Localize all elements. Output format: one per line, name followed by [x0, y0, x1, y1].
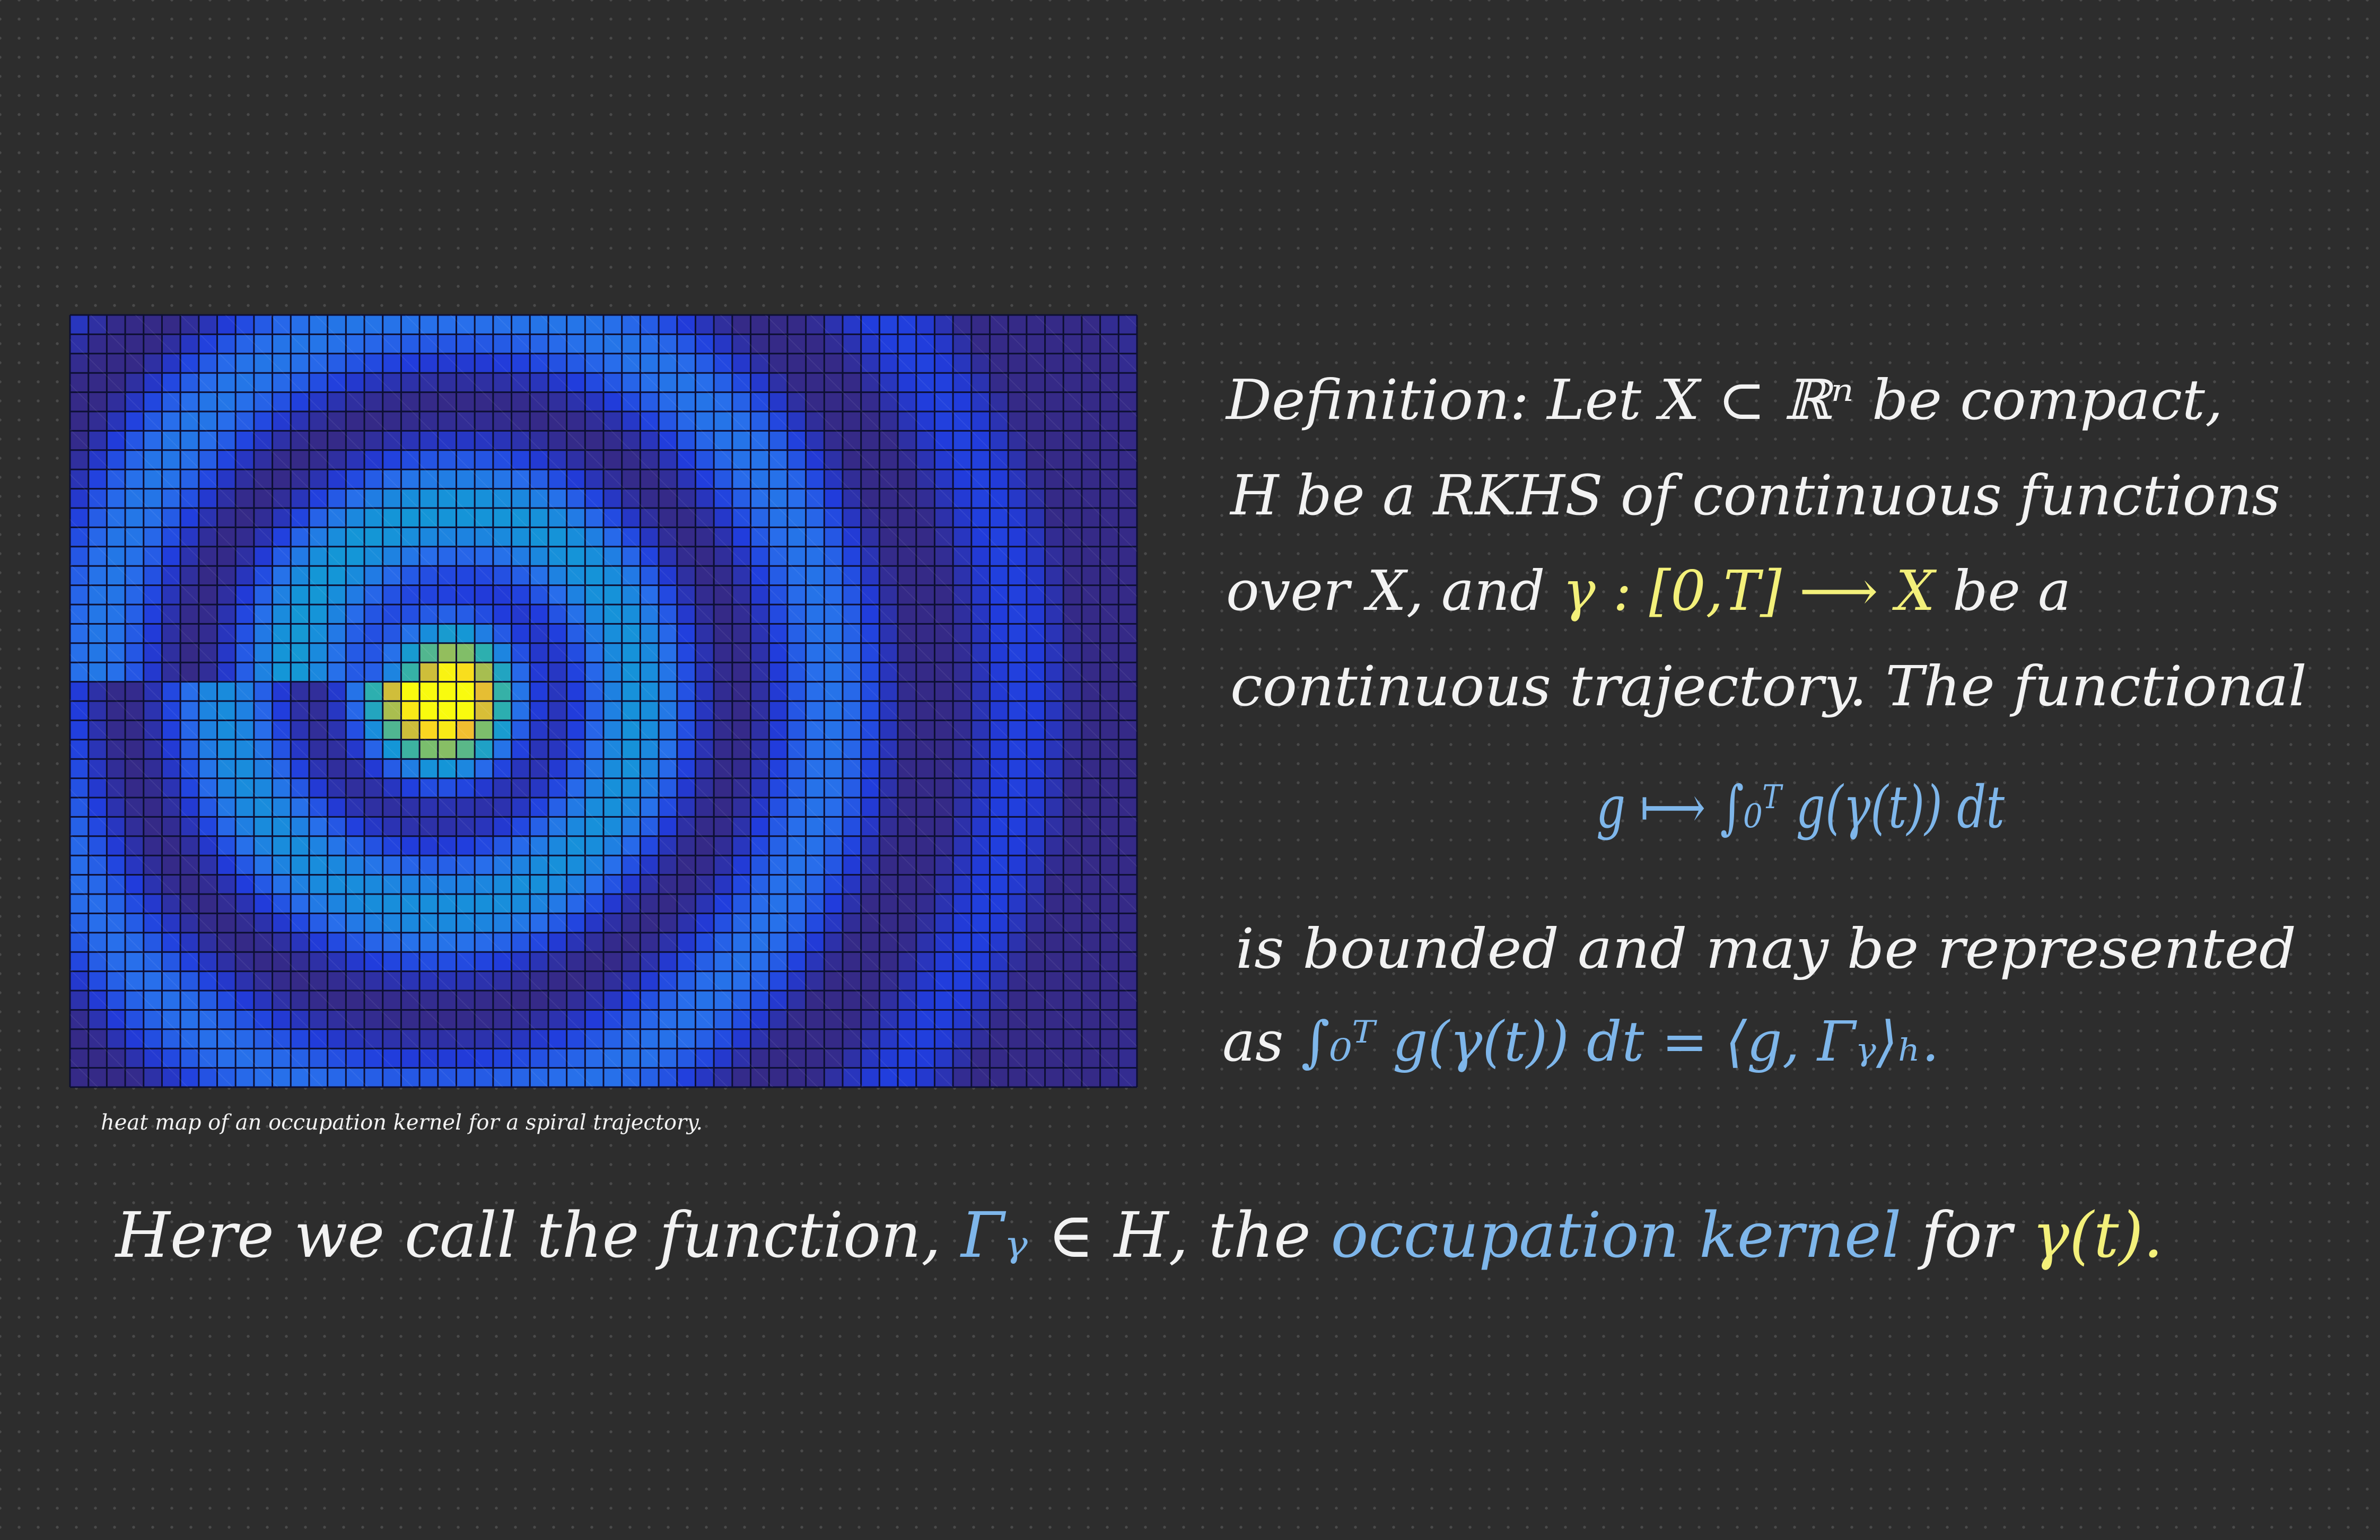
definition-line-3: over X, and γ : [0,T] ⟶ X be a — [1226, 558, 2071, 623]
definition-line-5: is bounded and may be represented — [1236, 916, 2296, 981]
definition-block: Definition: Let X ⊂ ℝⁿ be compact, H be … — [1222, 368, 2307, 1074]
occupation-kernel-term: occupation kernel — [1331, 1198, 1901, 1272]
gamma-of-t: γ(t). — [2032, 1198, 2164, 1272]
definition-line-3-start: over X, and — [1226, 558, 1562, 623]
functional-formula: g ⟼ ∫₀ᵀ g(γ(t)) dt — [1596, 773, 2005, 841]
conclusion-part-3: for — [1901, 1198, 2032, 1272]
heatmap-hatch-overlay — [70, 315, 1137, 1087]
definition-line-3-end: be a — [1935, 558, 2071, 623]
gamma-kernel-symbol: Γᵧ — [960, 1198, 1028, 1272]
definition-line-4: continuous trajectory. The functional — [1230, 654, 2307, 719]
conclusion-part-2: ∈ H, the — [1028, 1198, 1331, 1272]
definition-line-1: Definition: Let X ⊂ ℝⁿ be compact, — [1225, 368, 2223, 432]
definition-line-2: H be a RKHS of continuous functions — [1229, 463, 2280, 528]
conclusion-sentence: Here we call the function, Γᵧ ∈ H, the o… — [115, 1198, 2163, 1272]
occupation-kernel-heatmap — [69, 314, 1138, 1088]
definition-line-6-start: as — [1222, 1009, 1301, 1074]
conclusion-part-1: Here we call the function, — [115, 1198, 961, 1272]
gamma-trajectory-notation: γ : [0,T] ⟶ X — [1562, 558, 1937, 623]
occupation-kernel-inner-product: ∫₀ᵀ g(γ(t)) dt = ⟨g, Γᵧ⟩ₕ. — [1301, 1009, 1939, 1074]
heatmap-caption: heat map of an occupation kernel for a s… — [101, 1110, 703, 1135]
definition-line-6: as ∫₀ᵀ g(γ(t)) dt = ⟨g, Γᵧ⟩ₕ. — [1222, 1009, 1939, 1074]
